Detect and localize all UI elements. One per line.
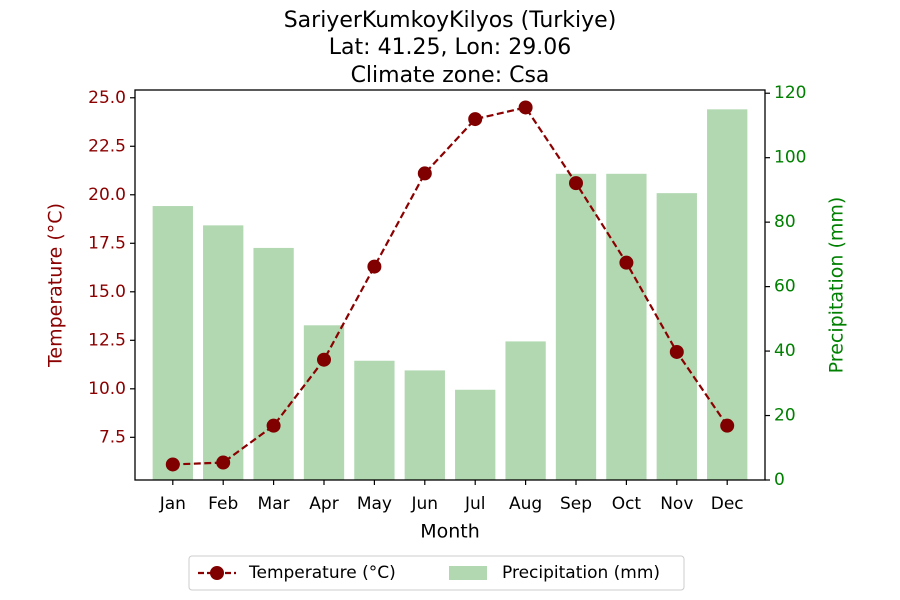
temperature-point-jul: [468, 112, 483, 127]
month-tick-label: May: [357, 494, 392, 514]
precipitation-bar-nov: [656, 193, 697, 480]
x-axis-label: Month: [420, 521, 480, 543]
precipitation-tick-label: 40: [774, 341, 796, 361]
precipitation-bar-aug: [505, 341, 546, 480]
precipitation-bar-jan: [152, 206, 193, 480]
precipitation-tick-label: 20: [774, 406, 796, 426]
chart-title: SariyerKumkoyKilyos (Turkiye) Lat: 41.25…: [284, 8, 617, 88]
precipitation-bar-oct: [606, 173, 647, 481]
month-tick-label: Mar: [258, 494, 290, 514]
temperature-point-dec: [720, 418, 735, 433]
precipitation-tick-label: 100: [774, 148, 806, 168]
month-tick-label: Aug: [509, 494, 542, 514]
month-tick-label: Jan: [159, 494, 186, 514]
month-tick-label: Jun: [411, 494, 439, 514]
precipitation-bar-apr: [303, 325, 345, 480]
temperature-point-mar: [266, 418, 281, 433]
precipitation-bar-mar: [253, 247, 294, 480]
month-tick-label: Nov: [660, 494, 693, 514]
temperature-tick-label: 15.0: [88, 282, 126, 302]
left-axis-label: Temperature (°C): [45, 203, 67, 368]
temperature-point-nov: [669, 344, 684, 359]
precipitation-tick-label: 120: [774, 83, 806, 103]
temperature-tick-label: 22.5: [88, 136, 126, 156]
month-tick-label: Feb: [208, 494, 238, 514]
month-tick-label: Dec: [711, 494, 744, 514]
month-axis: Jan Feb Mar Apr May Jun Jul Aug Sep Oct Nov Dec: [159, 480, 744, 514]
title-line-2: Lat: 41.25, Lon: 29.06: [329, 35, 571, 60]
temperature-point-may: [367, 259, 382, 274]
temperature-tick-label: 7.5: [99, 427, 126, 447]
temperature-tick-label: 25.0: [88, 88, 126, 108]
month-tick-label: Apr: [309, 494, 338, 514]
title-line-3: Climate zone: Csa: [351, 63, 550, 88]
month-tick-label: Jul: [464, 494, 486, 514]
temperature-tick-label: 20.0: [88, 185, 126, 205]
precipitation-bar-dec: [707, 109, 748, 481]
temperature-point-apr: [317, 352, 331, 367]
temperature-point-sep: [569, 176, 583, 191]
plot-frame: [134, 89, 766, 481]
right-axis-label: Precipitation (mm): [826, 197, 848, 374]
precipitation-axis: 0 20 40 60 80 100 120: [765, 83, 806, 490]
temperature-point-feb: [216, 455, 231, 470]
legend: Temperature (°C) Precipitation (mm): [188, 555, 685, 591]
temperature-point-jun: [417, 166, 432, 181]
temperature-point-aug: [518, 100, 533, 115]
legend-precipitation-label: Precipitation (mm): [502, 563, 660, 583]
precipitation-tick-label: 60: [774, 277, 796, 297]
temperature-point-oct: [619, 255, 634, 270]
precipitation-bar-feb: [203, 225, 244, 480]
month-tick-label: Oct: [612, 494, 642, 514]
legend-temperature-marker: [210, 566, 224, 580]
month-tick-label: Sep: [560, 494, 592, 514]
precipitation-bar-sep: [555, 173, 597, 481]
precipitation-tick-label: 80: [774, 212, 796, 232]
temperature-line: [172, 106, 729, 466]
precipitation-bar-may: [354, 360, 395, 480]
temperature-tick-label: 10.0: [88, 379, 126, 399]
legend-temperature-label: Temperature (°C): [248, 563, 396, 583]
legend-precipitation-swatch: [449, 566, 487, 580]
precipitation-bar-jul: [455, 389, 496, 480]
precipitation-bars: [152, 109, 748, 481]
temperature-point-jan: [165, 457, 180, 472]
legend-box: [188, 555, 685, 591]
temperature-series: [165, 100, 735, 472]
temperature-tick-label: 12.5: [88, 330, 126, 350]
precipitation-tick-label: 0: [774, 470, 785, 490]
precipitation-bar-jun: [404, 370, 445, 480]
title-line-1: SariyerKumkoyKilyos (Turkiye): [284, 8, 617, 33]
temperature-axis: 7.5 10.0 12.5 15.0 17.5 20.0 22.5 25.0: [88, 88, 135, 447]
temperature-tick-label: 17.5: [88, 233, 126, 253]
